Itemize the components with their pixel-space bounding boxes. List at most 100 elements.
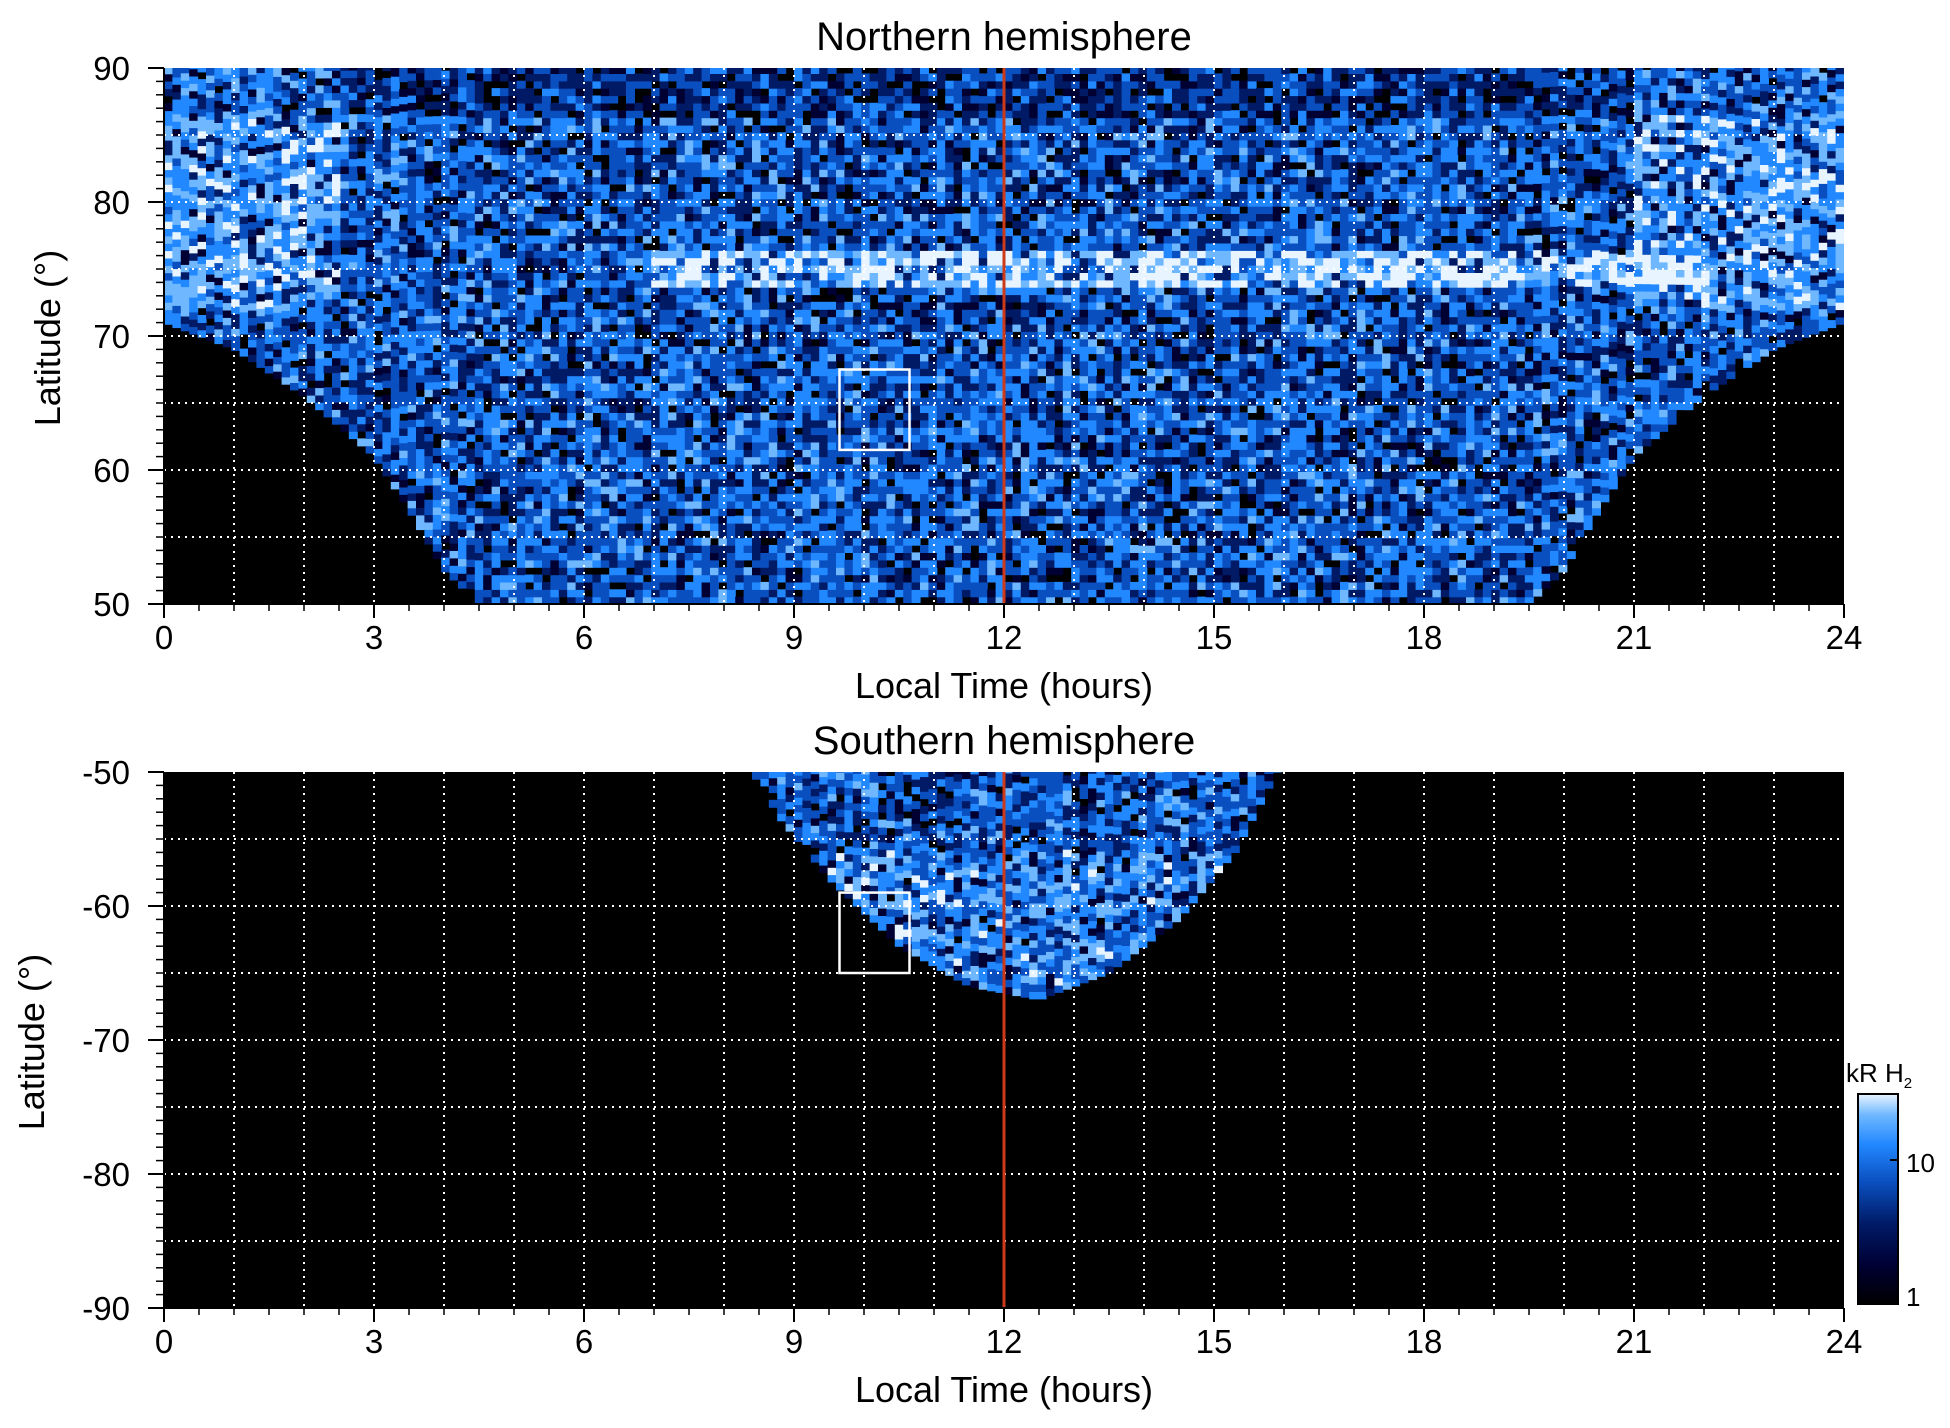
intensity-cell	[617, 301, 627, 310]
intensity-cell	[390, 164, 400, 173]
intensity-cell	[693, 552, 703, 561]
intensity-cell	[491, 427, 501, 436]
intensity-cell	[416, 68, 425, 74]
intensity-cell	[701, 360, 711, 369]
intensity-cell	[525, 486, 535, 495]
intensity-cell	[777, 294, 787, 303]
intensity-cell	[273, 113, 283, 122]
intensity-cell	[819, 589, 829, 598]
intensity-cell	[668, 419, 677, 428]
intensity-cell	[600, 95, 610, 104]
intensity-cell	[827, 213, 837, 222]
intensity-cell	[332, 77, 341, 86]
intensity-cell	[449, 277, 459, 286]
intensity-cell	[668, 198, 677, 207]
intensity-cell	[432, 514, 442, 523]
intensity-cell	[718, 427, 728, 436]
intensity-cell	[172, 209, 182, 218]
intensity-cell	[483, 279, 493, 288]
intensity-cell	[248, 162, 257, 171]
intensity-cell	[668, 346, 677, 355]
intensity-cell	[449, 329, 459, 338]
intensity-cell	[416, 72, 425, 81]
intensity-cell	[231, 180, 241, 189]
intensity-cell	[836, 589, 845, 598]
intensity-cell	[878, 412, 887, 421]
intensity-cell	[684, 464, 694, 472]
intensity-cell	[743, 228, 753, 237]
intensity-cell	[659, 125, 669, 133]
intensity-cell	[642, 346, 652, 355]
intensity-cell	[239, 112, 249, 121]
intensity-cell	[315, 394, 325, 403]
intensity-cell	[516, 552, 526, 561]
intensity-cell	[542, 368, 551, 377]
intensity-cell	[617, 456, 627, 465]
intensity-cell	[206, 259, 215, 268]
intensity-cell	[735, 132, 745, 141]
intensity-cell	[407, 293, 417, 302]
intensity-cell	[390, 149, 400, 158]
intensity-cell	[298, 240, 308, 249]
intensity-cell	[164, 68, 173, 75]
intensity-cell	[206, 251, 215, 260]
intensity-cell	[584, 500, 593, 509]
intensity-cell	[802, 589, 812, 598]
intensity-cell	[693, 169, 703, 178]
intensity-cell	[365, 136, 375, 145]
intensity-cell	[222, 258, 232, 267]
intensity-cell	[752, 574, 761, 583]
intensity-cell	[878, 331, 887, 340]
intensity-cell	[458, 514, 467, 523]
intensity-cell	[323, 181, 333, 189]
intensity-cell	[592, 375, 602, 384]
intensity-cell	[399, 464, 409, 473]
intensity-cell	[844, 508, 854, 517]
intensity-cell	[365, 386, 375, 395]
intensity-cell	[449, 528, 459, 537]
intensity-cell	[500, 110, 509, 119]
intensity-cell	[323, 328, 333, 337]
intensity-cell	[886, 382, 896, 391]
intensity-cell	[256, 271, 266, 280]
intensity-cell	[542, 419, 551, 428]
intensity-cell	[642, 139, 652, 148]
intensity-cell	[458, 433, 467, 442]
intensity-cell	[441, 166, 451, 175]
intensity-cell	[206, 163, 215, 172]
intensity-cell	[491, 581, 501, 590]
intensity-cell	[684, 405, 694, 413]
intensity-cell	[659, 419, 669, 428]
intensity-cell	[441, 277, 451, 285]
intensity-cell	[735, 220, 745, 229]
intensity-cell	[399, 295, 409, 304]
intensity-cell	[726, 559, 736, 568]
intensity-cell	[878, 486, 887, 495]
intensity-cell	[315, 136, 325, 145]
intensity-cell	[878, 581, 887, 590]
intensity-cell	[592, 508, 602, 517]
intensity-cell	[508, 596, 518, 604]
intensity-cell	[390, 83, 400, 92]
intensity-cell	[558, 346, 568, 355]
intensity-cell	[819, 110, 829, 119]
intensity-cell	[516, 301, 526, 310]
intensity-cell	[634, 427, 644, 436]
intensity-cell	[500, 574, 509, 583]
intensity-cell	[357, 268, 367, 277]
intensity-cell	[449, 174, 459, 183]
intensity-cell	[525, 390, 535, 399]
intensity-cell	[264, 129, 274, 138]
intensity-cell	[500, 464, 509, 472]
intensity-cell	[340, 416, 350, 425]
intensity-cell	[760, 390, 770, 399]
intensity-cell	[710, 213, 719, 222]
intensity-cell	[416, 426, 425, 435]
intensity-cell	[365, 246, 375, 255]
intensity-cell	[794, 198, 803, 207]
intensity-cell	[542, 427, 551, 436]
intensity-cell	[273, 164, 283, 173]
intensity-cell	[760, 242, 770, 251]
intensity-cell	[458, 94, 467, 103]
intensity-cell	[584, 412, 593, 421]
